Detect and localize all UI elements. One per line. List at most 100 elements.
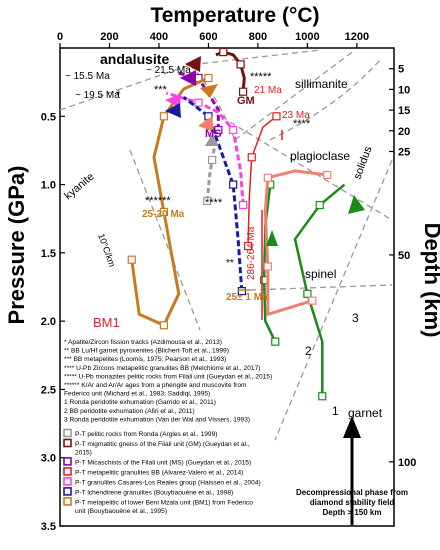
legend-notes: * Apatite/Zircon fission tracks (Azdimou… [64, 339, 272, 423]
legend-swatch [63, 467, 72, 476]
series-line [165, 91, 245, 206]
x-tick-label: 400 [150, 31, 168, 43]
footnote: Decompressional phase from diamond stabi… [296, 488, 408, 517]
legend-label: P-T migmatitic gneiss of the Filali unit… [75, 441, 250, 448]
kyanite-sillimanite-boundary [234, 49, 356, 141]
phase-boundaries [59, 49, 393, 441]
depth-ticks: 5 10 15 20 25 50 100 [389, 64, 416, 469]
legend-label: P-T granulites Casares-Los Reales group … [75, 479, 261, 486]
spinel-boundary [249, 284, 393, 291]
legend-note: 1 Ronda peridotite exhumation (Garrido e… [64, 399, 216, 406]
label-stars2: ** [226, 258, 234, 269]
y-tick-label: 3.0 [41, 453, 56, 465]
series-point [238, 200, 248, 210]
series-point [127, 255, 136, 264]
legend-swatch [63, 457, 72, 466]
y-tick-label: 1.5 [41, 248, 56, 260]
solidus-lower [274, 159, 393, 441]
label-age-286: 286-264 Ma [246, 226, 257, 280]
legend-note: ****** K/Ar and Ar/Ar ages from a phengi… [64, 382, 247, 389]
series-point [237, 286, 246, 296]
y-tick-label: 3.5 [41, 521, 56, 533]
plagioclase-boundary [229, 121, 393, 221]
series-point [159, 112, 169, 121]
legend-label: 2015) [75, 449, 92, 456]
label-ms: MS [205, 128, 222, 140]
series-point [263, 173, 272, 182]
series-point [236, 60, 245, 69]
andalusite-kyanite-boundary [59, 49, 321, 111]
series-line [293, 183, 346, 397]
series-point [318, 392, 327, 401]
series-line [205, 146, 217, 202]
legend-swatch [63, 487, 72, 496]
x-tick-label: 600 [199, 31, 217, 43]
label-plagioclase: plagioclase [290, 149, 350, 163]
series-point [219, 47, 228, 57]
label-age-195: ~ 19.5 Ma [75, 90, 120, 101]
series-point [308, 296, 317, 305]
y-ticks: 0.5 1.0 1.5 2.0 2.5 3.0 3.5 [41, 111, 65, 533]
legend-label: P-T metapelitic of lower Beni Mzala unit… [75, 499, 253, 506]
legend-swatch [63, 497, 72, 506]
series-line [182, 96, 244, 292]
arrow-head-green [348, 195, 365, 214]
label-age-155: ~ 15.5 Ma [65, 71, 110, 82]
depth-tick-label: 10 [398, 84, 410, 96]
label-stars4-mid: **** [205, 197, 223, 209]
series-point [323, 170, 332, 180]
arrow-head-purple [180, 70, 196, 86]
series-point [194, 98, 203, 107]
label-stars3: *** [154, 84, 168, 96]
label-stars5: ***** [250, 71, 272, 83]
depth-tick-label: 15 [398, 105, 410, 117]
series-point [315, 200, 324, 210]
age-bars [238, 130, 283, 320]
x-tick-label: 1200 [345, 31, 369, 43]
arrow-head-green-dashed [266, 230, 278, 246]
y-tick-label: 2.5 [41, 384, 56, 396]
x-axis-title: Temperature (°C) [150, 4, 319, 27]
legend-label: P-T lchendirene granulites (Bouybaouène … [75, 489, 233, 496]
solidus-line [269, 59, 381, 141]
label-num3: 3 [352, 311, 359, 325]
legend-note: **** U-Pb Zircons metapelitic granulites… [64, 365, 260, 372]
y-tick-label: 1.0 [41, 180, 56, 192]
series-point [159, 321, 169, 330]
depth-tick-label: 100 [398, 457, 416, 469]
series-point [203, 196, 212, 206]
legend-note: * Apatite/Zircon fission tracks (Azdimou… [64, 339, 222, 346]
y-tick-label: 2.0 [41, 316, 56, 328]
arrow-heads [165, 56, 365, 246]
arrow-head-grey [205, 134, 219, 146]
legend-note: ***** U-Pb monazites pelitic rocks from … [64, 373, 272, 380]
legend-note: ** BB Lu/Hf garnet pyroxenites (Blichert… [64, 348, 229, 355]
legend-label: P-T pelitic rocks from Ronda (Argles et … [75, 431, 217, 438]
arrow-head-salmon [198, 116, 214, 132]
depth-tick-label: 50 [398, 250, 410, 262]
depth-tick-label: 5 [398, 64, 404, 76]
series-point [263, 262, 272, 271]
arrow-head-brown [200, 84, 218, 98]
label-solidus: solidus [352, 144, 375, 181]
legend-note: *** BB metapelites (Loomis, 1975; Pearso… [64, 356, 226, 363]
footnote-line1: Decompressional phase from [296, 488, 408, 497]
footnote-line3: Depth > 150 km [323, 508, 382, 517]
series-point [204, 73, 213, 83]
legend-swatch [63, 438, 72, 448]
decompression-arrow [343, 416, 361, 525]
x-tick-label: 200 [100, 31, 118, 43]
label-gm: GM [237, 95, 255, 107]
legend-label: P-T Micaschists of the Filali unit (MS) … [75, 459, 251, 466]
legend-note: Federico unit (Michard et al., 1983; Sad… [64, 391, 210, 398]
label-spinel: spinel [305, 267, 336, 281]
label-num2: 2 [305, 344, 312, 358]
label-sillimanite: sillimanite [295, 77, 348, 91]
legend-label: P-T metapelitic granulites BB (Alvarez-V… [75, 469, 243, 476]
series-point [229, 180, 238, 189]
legend-swatch [63, 477, 72, 486]
x-tick-label: 800 [249, 31, 267, 43]
label-age-23: 23 Ma [282, 110, 310, 121]
legend: P-T pelitic rocks from Ronda (Argles et … [63, 428, 261, 515]
y-axis-title: Pressure (GPa) [4, 166, 29, 325]
